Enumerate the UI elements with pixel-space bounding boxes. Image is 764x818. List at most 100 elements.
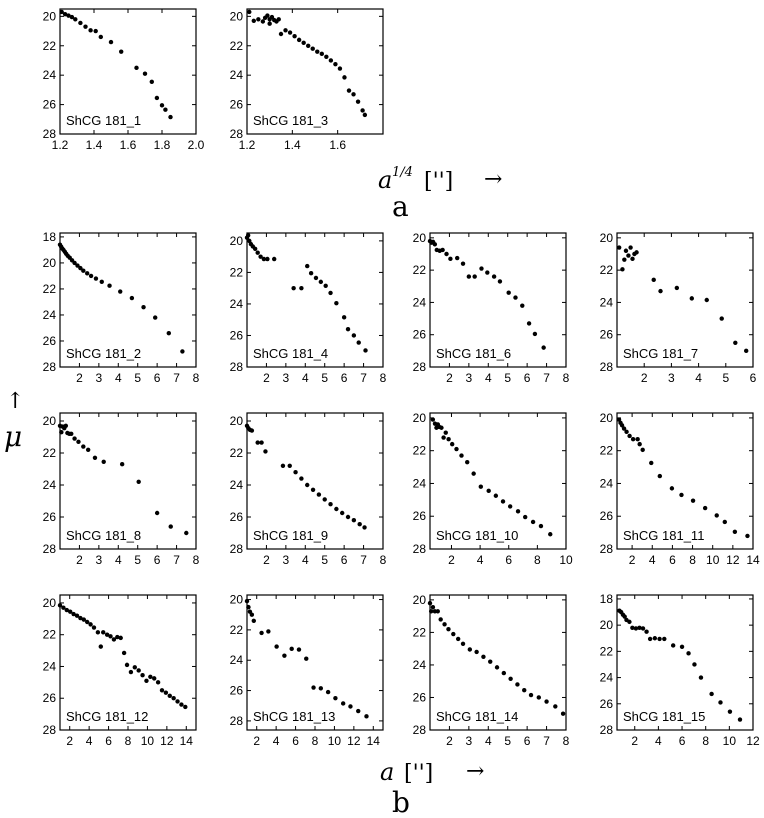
data-point <box>73 17 78 22</box>
plot-frame <box>429 594 567 731</box>
data-point <box>78 615 83 621</box>
data-point <box>171 696 176 701</box>
data-point <box>541 345 546 350</box>
x-tick-label: 6 <box>524 734 531 748</box>
data-point <box>658 288 663 294</box>
x-tick-label: 6 <box>669 553 676 567</box>
data-point <box>362 525 367 530</box>
y-tick-label: 22 <box>43 282 57 296</box>
data-point <box>325 689 331 695</box>
panel-label: ShCG 181_1 <box>66 113 141 128</box>
panel-letter-b: b <box>392 786 410 818</box>
ylabel-symbol: μ <box>4 420 22 453</box>
data-point <box>438 617 443 622</box>
x-tick-label: 2 <box>263 553 270 567</box>
y-tick-label: 26 <box>413 509 427 523</box>
data-point <box>340 510 345 516</box>
data-point <box>304 656 309 661</box>
data-point <box>486 488 491 494</box>
x-tick-label: 2 <box>629 553 636 567</box>
data-point <box>299 285 304 291</box>
data-point <box>101 459 106 464</box>
y-tick-label: 28 <box>230 360 244 374</box>
data-point <box>179 702 184 707</box>
data-point <box>101 630 106 635</box>
y-tick-label: 26 <box>413 328 427 342</box>
x-tick-label: 8 <box>312 734 319 748</box>
y-tick-label: 26 <box>600 328 614 342</box>
data-point <box>83 24 88 29</box>
x-tick-label: 2 <box>76 553 83 567</box>
data-point <box>640 626 646 631</box>
data-point <box>244 598 250 604</box>
x-tick-label: 8 <box>563 371 570 385</box>
y-tick-label: 22 <box>230 39 244 53</box>
data-point <box>686 651 691 656</box>
data-point <box>630 256 635 262</box>
data-point <box>85 271 90 276</box>
data-point <box>363 348 368 353</box>
data-point <box>334 300 339 306</box>
data-point <box>439 425 444 430</box>
y-tick-label: 18 <box>43 230 57 244</box>
data-point <box>155 680 161 685</box>
data-point <box>732 529 738 534</box>
data-point <box>337 66 343 71</box>
data-point <box>356 708 361 714</box>
x-tick-label: 6 <box>154 553 161 567</box>
data-point <box>466 274 472 279</box>
data-point <box>745 533 750 539</box>
data-point <box>455 255 460 261</box>
data-point <box>491 274 497 279</box>
data-point <box>674 285 680 291</box>
data-point <box>454 446 459 452</box>
x-tick-label: 1.4 <box>284 138 301 152</box>
x-tick-label: 6 <box>154 371 161 385</box>
data-point <box>276 17 281 22</box>
panel-label: ShCG 181_11 <box>623 528 704 543</box>
plot-panel: 2 3 4 5 6 7 8 20 22 24 26 28 ShCG 181_6 <box>413 231 570 385</box>
data-point <box>709 691 714 697</box>
data-point <box>704 297 709 303</box>
data-point <box>252 246 258 251</box>
y-tick-label: 22 <box>600 444 614 458</box>
x-tick-label: 8 <box>689 553 696 567</box>
data-point <box>722 519 727 525</box>
data-point <box>362 112 368 118</box>
data-point <box>180 349 185 354</box>
data-point <box>649 460 654 466</box>
data-point <box>66 13 71 18</box>
x-tick-label: 8 <box>193 371 200 385</box>
y-tick-label: 26 <box>43 98 57 112</box>
data-point <box>280 463 286 468</box>
data-point <box>690 498 696 503</box>
x-tick-label: 7 <box>543 371 550 385</box>
x-tick-label: 4 <box>485 371 492 385</box>
y-tick-label: 28 <box>600 360 614 374</box>
data-point <box>481 654 486 660</box>
data-point <box>299 476 304 481</box>
data-point <box>167 693 172 699</box>
y-tick-label: 28 <box>230 127 244 141</box>
data-point <box>249 612 255 617</box>
y-tick-label: 20 <box>43 414 57 428</box>
data-point <box>345 514 351 520</box>
data-point <box>340 701 346 706</box>
data-point <box>737 717 743 722</box>
data-point <box>474 649 479 655</box>
data-point <box>432 242 438 247</box>
data-point <box>163 690 169 695</box>
data-point <box>624 429 629 435</box>
data-point <box>246 604 251 610</box>
data-point <box>282 653 287 658</box>
data-point <box>289 646 294 652</box>
plot-frame <box>429 232 567 368</box>
x-tick-label: 2 <box>448 553 455 567</box>
data-point <box>306 43 311 48</box>
y-tick-label: 20 <box>43 256 57 270</box>
data-point <box>183 704 188 710</box>
panel-label: ShCG 181_7 <box>623 346 698 361</box>
